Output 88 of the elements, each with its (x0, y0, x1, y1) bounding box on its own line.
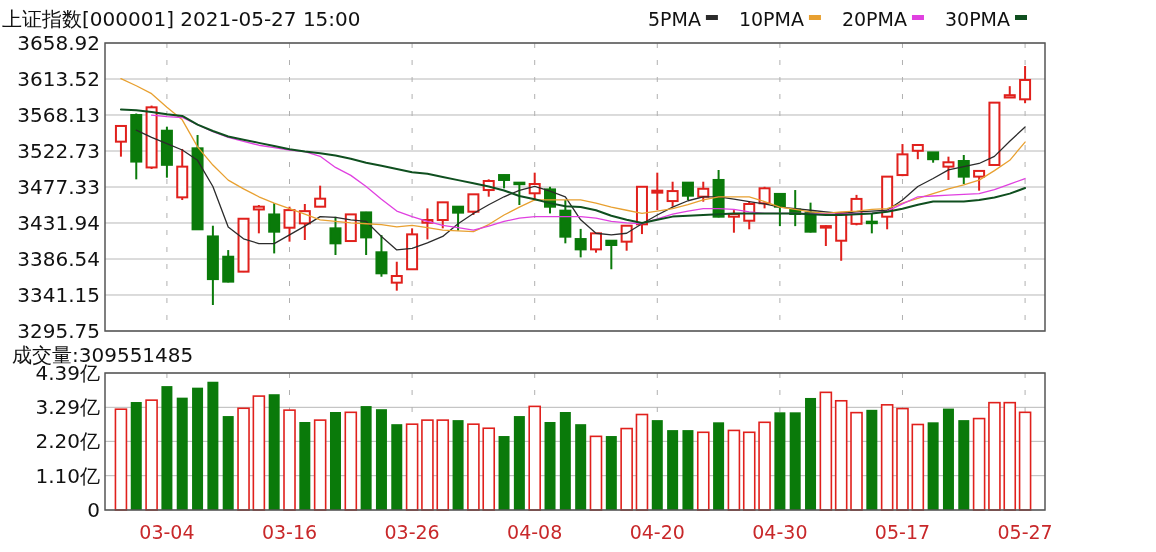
bar (114, 408, 128, 511)
bar (774, 412, 786, 510)
bar (237, 407, 250, 511)
y-tick-label: 3613.52 (17, 67, 100, 91)
bar (268, 394, 280, 510)
bar (896, 407, 909, 511)
bar (911, 423, 925, 511)
y-tick-label: 3658.92 (17, 31, 100, 55)
x-tick-label: 03-26 (384, 521, 440, 543)
y-tick-label: 3.29亿 (35, 395, 100, 420)
bar (1018, 411, 1032, 511)
bar (958, 420, 970, 510)
y-tick-label: 2.20亿 (35, 429, 100, 454)
bar (222, 416, 234, 510)
bar (344, 411, 358, 511)
bar (834, 399, 848, 511)
bar (651, 420, 663, 510)
x-tick-label: 03-04 (139, 521, 195, 543)
bar (880, 404, 894, 511)
bar (467, 423, 480, 511)
chart-title: 上证指数[000001] 2021-05-27 15:00 (2, 7, 361, 31)
bar (498, 436, 510, 510)
bar (727, 429, 741, 511)
line-series (120, 77, 1026, 233)
x-tick-label: 05-27 (997, 521, 1053, 543)
bar (130, 402, 142, 510)
bar (176, 397, 188, 510)
bar (360, 406, 372, 510)
bar (589, 435, 603, 511)
bar (299, 422, 311, 510)
bar (252, 395, 266, 511)
legend-label: 20PMA (841, 8, 907, 30)
bar (805, 397, 817, 510)
line-series (135, 126, 1026, 251)
bar (866, 409, 878, 510)
bar (819, 391, 833, 511)
x-tick-label: 03-16 (261, 521, 318, 543)
bar (375, 409, 387, 510)
legend-label: 30PMA (944, 8, 1010, 30)
bar (513, 416, 525, 510)
bar (145, 399, 158, 511)
bar (559, 412, 571, 510)
y-tick-label: 3568.13 (17, 103, 100, 127)
x-tick-label: 04-20 (629, 521, 685, 543)
bar (696, 431, 710, 511)
bar (452, 420, 464, 510)
y-tick-label: 3386.54 (17, 247, 100, 271)
y-tick-label: 3477.33 (17, 175, 100, 199)
bar (482, 427, 496, 511)
bar (682, 430, 694, 510)
bar (713, 422, 725, 510)
y-tick-label: 3341.15 (17, 283, 100, 307)
y-tick-label: 3431.94 (17, 211, 100, 235)
bar (789, 412, 801, 510)
bar (850, 411, 863, 511)
bar (667, 430, 679, 510)
bar (544, 422, 556, 510)
bar (528, 405, 541, 511)
bar (605, 436, 617, 510)
bar (742, 431, 756, 511)
bar (421, 419, 434, 511)
bar (329, 412, 341, 510)
y-tick-label: 3522.73 (17, 139, 100, 163)
legend-label: 5PMA (647, 8, 701, 30)
bar (620, 427, 633, 511)
bar (405, 423, 419, 511)
bar (927, 422, 939, 510)
bar (207, 381, 219, 510)
y-tick-label: 1.10亿 (35, 463, 100, 488)
bar (635, 413, 649, 511)
bar (758, 421, 771, 511)
x-tick-label: 04-08 (507, 521, 563, 543)
bar (391, 424, 403, 510)
bar (972, 417, 986, 511)
bar (161, 386, 173, 510)
y-tick-label: 3295.75 (17, 319, 100, 343)
bar (942, 408, 954, 510)
bar (575, 424, 587, 510)
legend-label: 10PMA (738, 8, 804, 30)
x-tick-label: 05-17 (874, 521, 931, 543)
y-tick-label: 0 (87, 498, 100, 522)
bar (988, 401, 1001, 511)
bar (313, 419, 327, 511)
bar (436, 419, 450, 511)
x-tick-label: 04-30 (752, 521, 808, 543)
bar (192, 387, 204, 510)
bar (1003, 401, 1017, 511)
bar (283, 409, 296, 511)
